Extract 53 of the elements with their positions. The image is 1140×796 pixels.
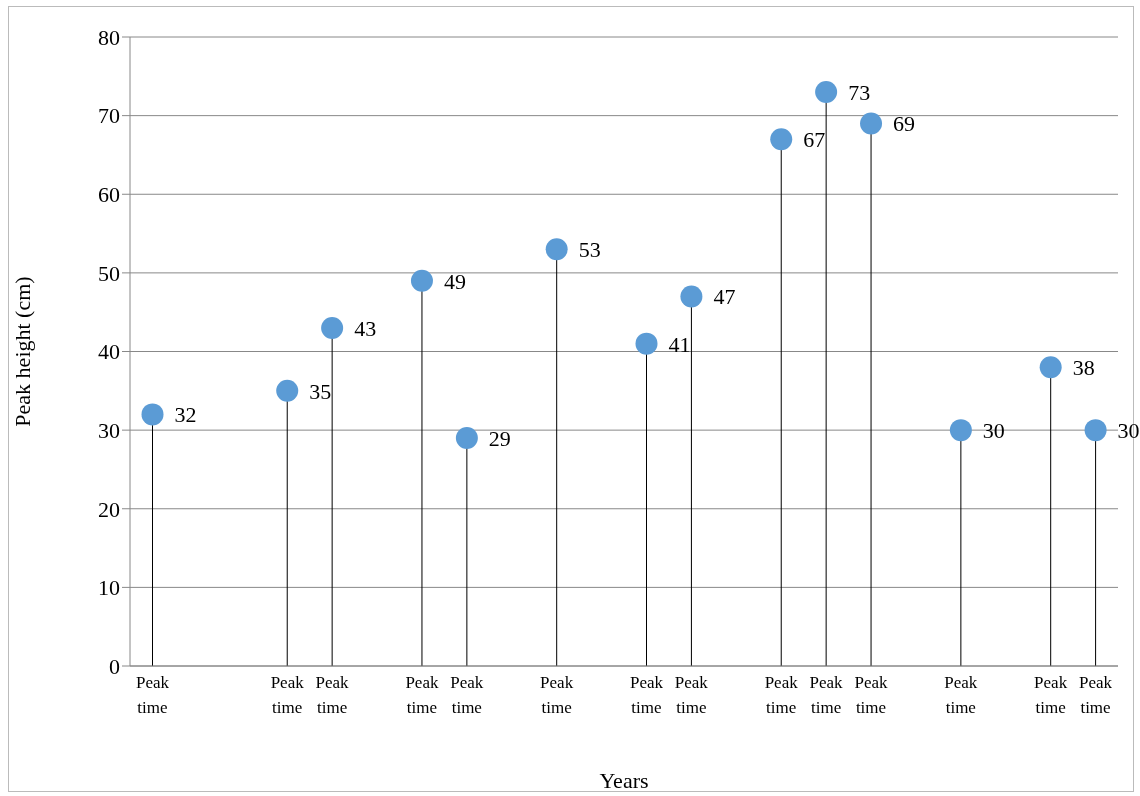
y-tick-label: 30 (98, 417, 120, 443)
point (545, 238, 568, 261)
data-label: 30 (1117, 418, 1140, 444)
x-tick-label: Peak time (764, 673, 799, 717)
data-label: 43 (354, 315, 377, 341)
y-axis-title: Peak height (cm) (9, 276, 35, 427)
point (410, 269, 433, 292)
x-tick-label: Peak time (1034, 673, 1068, 717)
point (860, 112, 883, 135)
x-tick-label: Peak time (540, 673, 574, 717)
x-tick-label: Peak time (270, 673, 305, 717)
point (455, 426, 478, 449)
data-label: 30 (982, 418, 1005, 444)
data-label: 49 (443, 268, 466, 294)
point (1039, 356, 1062, 379)
y-tick-label: 40 (98, 339, 120, 365)
data-label: 73 (848, 80, 871, 106)
x-tick-label: Peak time (135, 673, 170, 717)
point (635, 332, 658, 355)
point (949, 419, 972, 442)
x-tick-label: Peak time (674, 673, 709, 717)
x-tick-label: Peak time (1079, 673, 1113, 717)
y-tick-label: 60 (98, 182, 120, 208)
data-label: 69 (893, 111, 916, 137)
y-tick-label: 50 (98, 260, 120, 286)
x-tick-label: Peak time (450, 673, 484, 717)
point (321, 316, 344, 339)
y-tick-label: 20 (98, 496, 120, 522)
point (815, 81, 838, 104)
point (141, 403, 164, 426)
data-label: 35 (309, 378, 332, 404)
point (680, 285, 703, 308)
data-label: 47 (713, 284, 736, 310)
x-tick-label: Peak time (809, 673, 844, 717)
data-label: 32 (174, 402, 197, 428)
y-tick-label: 10 (98, 575, 120, 601)
x-tick-label: Peak time (944, 673, 978, 717)
data-label: 29 (488, 425, 511, 451)
x-tick-label: Peak time (854, 673, 889, 717)
x-tick-label: Peak time (405, 673, 439, 717)
y-tick-label: 0 (109, 653, 120, 679)
data-label: 53 (578, 237, 601, 263)
data-label: 38 (1072, 355, 1095, 381)
data-label: 67 (803, 127, 826, 153)
point (1084, 419, 1107, 442)
x-tick-label: Peak time (629, 673, 664, 717)
y-tick-label: 70 (98, 103, 120, 129)
data-label: 41 (668, 331, 691, 357)
x-axis-title: Years (599, 768, 649, 793)
x-tick-label: Peak time (315, 673, 350, 717)
point (276, 379, 299, 402)
point (770, 128, 793, 151)
y-tick-label: 80 (98, 24, 120, 50)
